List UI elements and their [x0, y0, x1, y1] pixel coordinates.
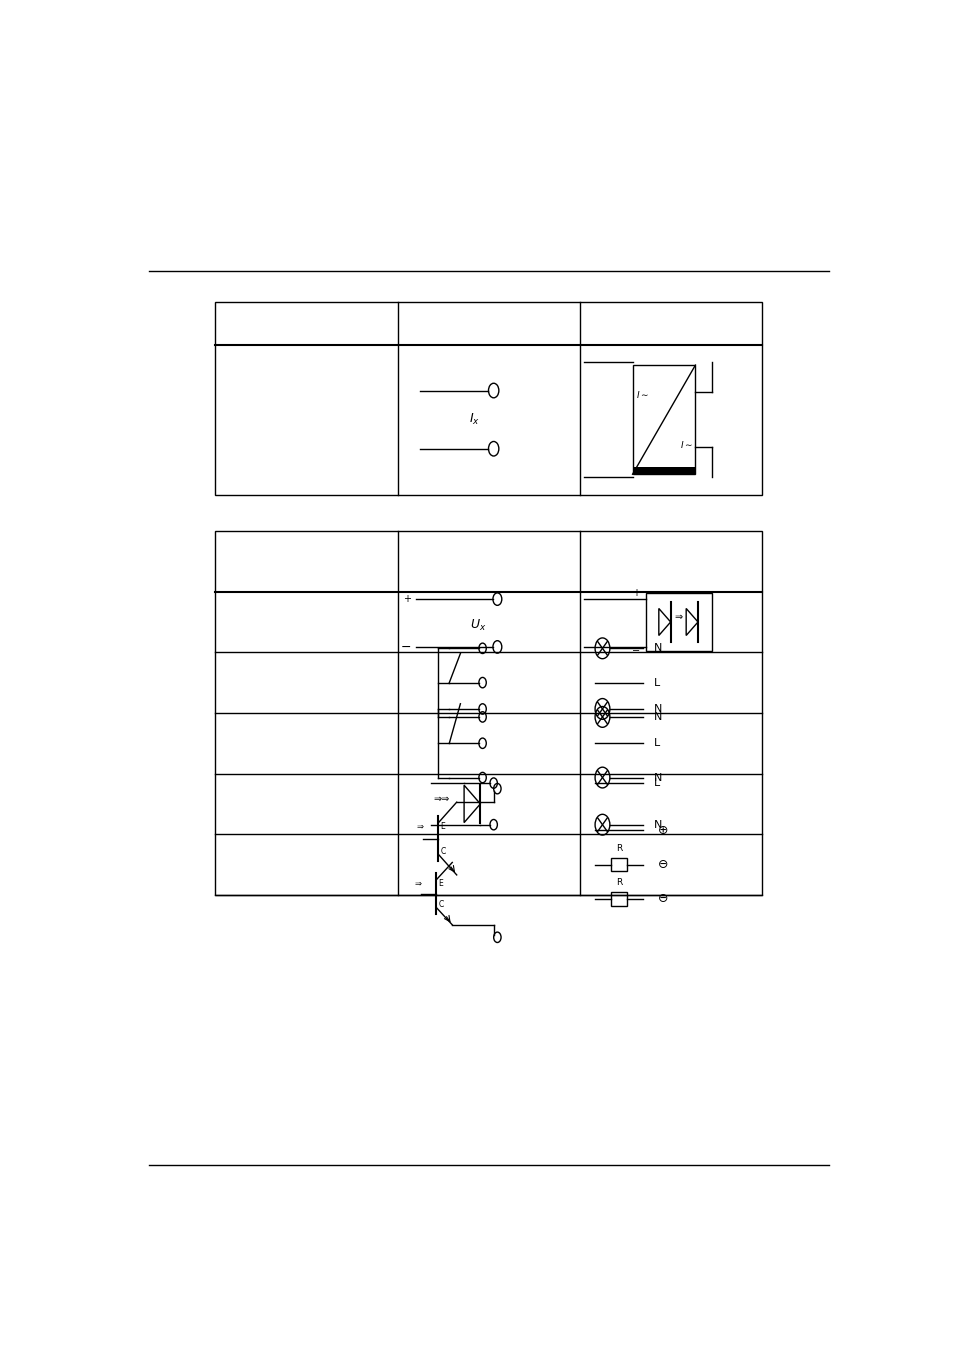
Text: L: L — [654, 738, 659, 748]
Text: C: C — [440, 846, 445, 856]
Text: ⇒: ⇒ — [414, 879, 420, 888]
Bar — [610, 892, 626, 906]
Text: ⇒: ⇒ — [674, 612, 682, 622]
Text: R: R — [616, 879, 621, 887]
Text: N: N — [654, 711, 662, 722]
Text: ⇒⇒: ⇒⇒ — [434, 794, 450, 803]
Text: N: N — [654, 703, 662, 714]
Text: R: R — [616, 844, 621, 853]
Text: ⇒: ⇒ — [416, 822, 423, 830]
Text: ⊕: ⊕ — [658, 824, 668, 837]
Text: E: E — [440, 822, 445, 830]
Text: L: L — [654, 778, 659, 788]
Text: $I{\sim}$: $I{\sim}$ — [679, 439, 692, 451]
Text: ⊖: ⊖ — [658, 892, 668, 906]
Bar — [632, 364, 695, 474]
Text: −: − — [631, 645, 639, 656]
Bar — [632, 467, 695, 474]
Text: L: L — [654, 678, 659, 687]
Text: N: N — [654, 819, 662, 830]
Bar — [215, 531, 761, 895]
Bar — [645, 594, 711, 651]
Text: ⊖: ⊖ — [658, 859, 668, 871]
Text: $U_x$: $U_x$ — [469, 617, 485, 633]
Bar — [215, 302, 761, 494]
Text: N: N — [654, 772, 662, 783]
Text: C: C — [437, 899, 443, 909]
Bar — [610, 857, 626, 871]
Text: $I{\sim}$: $I{\sim}$ — [635, 389, 648, 400]
Text: +: + — [403, 594, 411, 603]
Text: N: N — [654, 644, 662, 653]
Text: −: − — [401, 640, 412, 653]
Text: E: E — [437, 879, 442, 888]
Text: +: + — [631, 589, 639, 598]
Text: $I_x$: $I_x$ — [468, 412, 479, 427]
